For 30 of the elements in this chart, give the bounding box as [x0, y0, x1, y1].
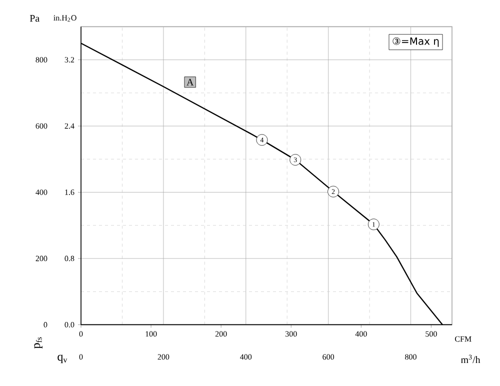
y-tick-label: 600	[36, 123, 48, 129]
y2-tick-label: 0.0	[64, 322, 74, 328]
x-axis-title: m$^{3}$/h	[460, 354, 480, 364]
text: p$_{fs}$	[34, 337, 42, 349]
text: q$_{v}$	[58, 354, 68, 364]
y-tick-label: 200	[36, 256, 48, 262]
y2-axis-title: in.H$_{2}$O	[54, 15, 76, 22]
y2-tick-label: 2.4	[64, 123, 74, 129]
x-tick-label: 0	[79, 354, 83, 360]
annotation: ③=Max η	[392, 37, 439, 47]
y2-tick-label: 3.2	[64, 57, 74, 63]
x2-axis-title: CFM	[455, 336, 472, 342]
x2-tick-label: 200	[215, 331, 227, 337]
x2-tick-label: 500	[426, 331, 437, 337]
y-tick-label: 400	[36, 190, 48, 195]
x-tick-label: 800	[405, 354, 416, 360]
x2-tick-label: 0	[79, 331, 83, 337]
y-axis-title: Pa	[30, 15, 40, 22]
y2-tick-label: 1.6	[65, 190, 74, 195]
x-tick-label: 400	[240, 354, 252, 360]
x-tick-label: 600	[322, 354, 334, 360]
y-tick-label: 800	[36, 57, 48, 63]
x-tick-label: 200	[158, 354, 170, 360]
x2-tick-label: 400	[355, 331, 367, 337]
point	[368, 218, 380, 230]
annotation: A	[186, 78, 194, 86]
y-tick-label: 0	[44, 322, 48, 328]
x2-tick-label: 300	[286, 331, 297, 337]
x2-tick-label: 100	[146, 331, 157, 337]
y2-tick-label: 0.8	[64, 256, 74, 262]
